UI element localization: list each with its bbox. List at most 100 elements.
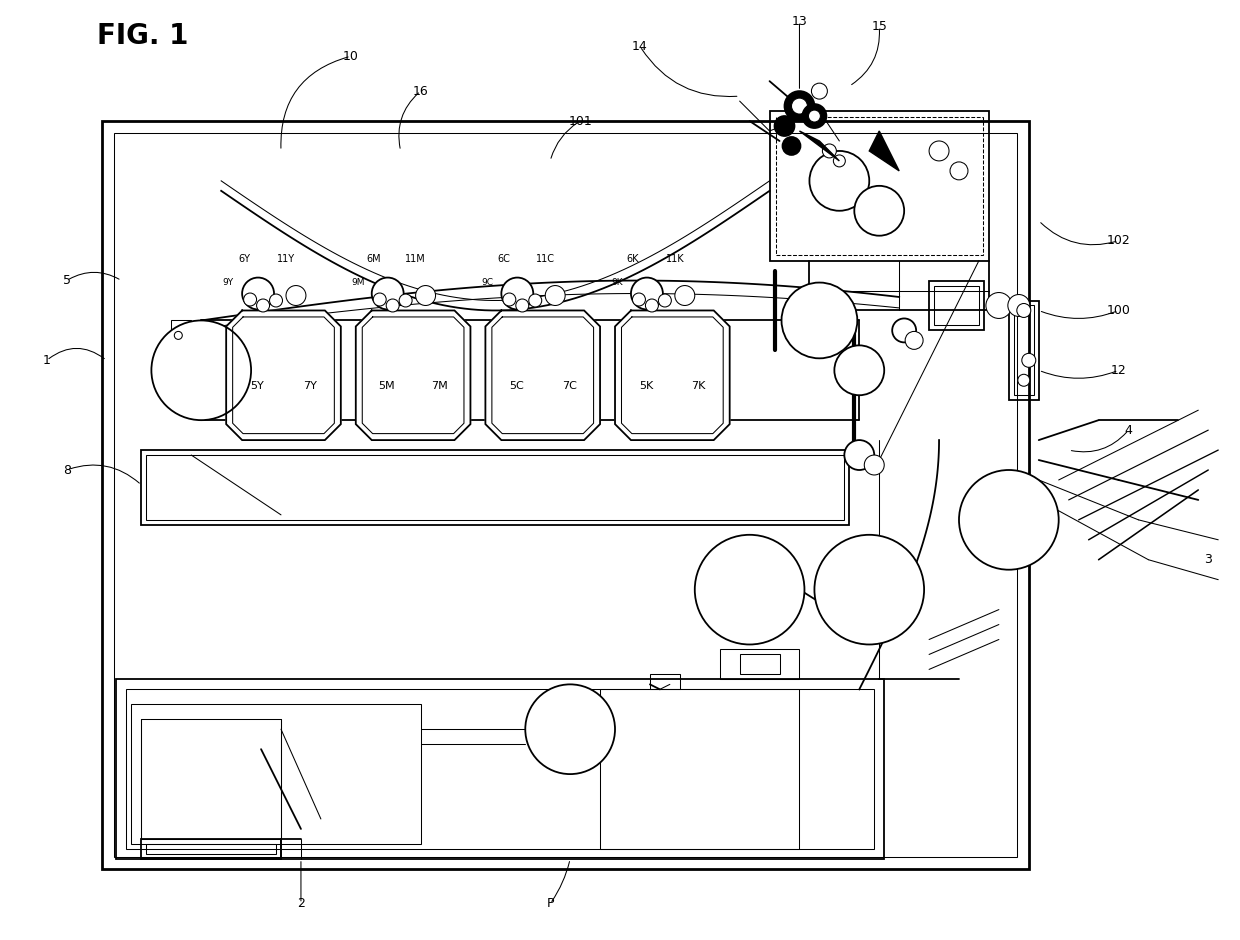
Text: 14: 14	[632, 39, 647, 53]
Text: 4: 4	[1125, 424, 1132, 436]
Bar	[775, 118, 983, 255]
Circle shape	[835, 345, 884, 395]
Bar	[141, 450, 849, 525]
Polygon shape	[869, 131, 899, 171]
Text: 7K: 7K	[692, 381, 706, 391]
Text: P: P	[547, 897, 554, 910]
Circle shape	[785, 91, 815, 121]
Circle shape	[694, 535, 805, 645]
Bar	[600, 689, 800, 849]
Circle shape	[775, 116, 795, 136]
Text: 12: 12	[1111, 364, 1126, 377]
Circle shape	[242, 277, 274, 309]
Circle shape	[658, 294, 671, 307]
Text: 13: 13	[791, 15, 807, 28]
Text: 6C: 6C	[497, 254, 510, 263]
Bar	[126, 689, 874, 849]
Circle shape	[631, 277, 663, 309]
Bar	[117, 680, 884, 859]
Bar	[719, 650, 800, 680]
Circle shape	[269, 294, 283, 307]
Circle shape	[632, 293, 646, 306]
Text: 11C: 11C	[536, 254, 554, 263]
Text: 102: 102	[1106, 234, 1131, 247]
Text: 9M: 9M	[351, 278, 365, 287]
Circle shape	[893, 319, 916, 342]
Text: 101: 101	[568, 115, 591, 128]
Circle shape	[372, 277, 404, 309]
Text: 5K: 5K	[639, 381, 653, 391]
Text: 11K: 11K	[666, 254, 684, 263]
Circle shape	[854, 186, 904, 236]
Circle shape	[516, 299, 528, 312]
Circle shape	[503, 293, 516, 306]
Bar	[1009, 301, 1039, 400]
Circle shape	[675, 286, 694, 306]
Bar	[141, 719, 281, 838]
Text: 9C: 9C	[481, 278, 494, 287]
Bar	[171, 321, 191, 345]
Circle shape	[501, 277, 533, 309]
Bar	[146, 455, 844, 520]
Polygon shape	[485, 310, 600, 440]
Circle shape	[151, 321, 250, 420]
Text: 16: 16	[413, 85, 429, 98]
Circle shape	[373, 293, 386, 306]
Bar	[934, 286, 978, 325]
Text: 3: 3	[1204, 554, 1213, 566]
Circle shape	[781, 283, 857, 358]
Bar	[102, 121, 1029, 869]
Circle shape	[386, 299, 399, 312]
Circle shape	[986, 292, 1012, 319]
Bar	[929, 280, 983, 331]
Bar	[1014, 306, 1034, 395]
Bar	[141, 838, 281, 859]
Text: 5Y: 5Y	[250, 381, 264, 391]
Circle shape	[905, 332, 923, 350]
Text: 9Y: 9Y	[223, 278, 233, 287]
Circle shape	[175, 332, 182, 339]
Circle shape	[526, 684, 615, 775]
Circle shape	[415, 286, 435, 306]
Circle shape	[808, 110, 821, 122]
Text: 7C: 7C	[562, 381, 577, 391]
Text: 7M: 7M	[432, 381, 448, 391]
Circle shape	[815, 535, 924, 645]
Circle shape	[1022, 353, 1035, 368]
Text: FIG. 1: FIG. 1	[97, 23, 188, 50]
Bar	[770, 111, 990, 260]
Text: 11Y: 11Y	[277, 254, 295, 263]
Text: 7Y: 7Y	[303, 381, 316, 391]
Text: 5C: 5C	[508, 381, 523, 391]
Text: 6M: 6M	[366, 254, 381, 263]
Text: 8: 8	[63, 463, 71, 477]
Circle shape	[1018, 374, 1029, 386]
Polygon shape	[615, 310, 729, 440]
Circle shape	[802, 104, 826, 128]
Circle shape	[399, 294, 412, 307]
Polygon shape	[356, 310, 470, 440]
Circle shape	[864, 455, 884, 475]
Circle shape	[243, 293, 257, 306]
Circle shape	[1017, 304, 1030, 318]
Text: 2: 2	[298, 897, 305, 910]
Circle shape	[791, 98, 807, 114]
Circle shape	[257, 299, 269, 312]
Text: 15: 15	[872, 20, 887, 33]
Circle shape	[811, 83, 827, 99]
Text: 5: 5	[63, 274, 71, 287]
Circle shape	[646, 299, 658, 312]
Text: 11M: 11M	[405, 254, 427, 263]
Circle shape	[844, 440, 874, 470]
Bar	[131, 704, 420, 844]
Text: 1: 1	[42, 353, 51, 367]
Text: 100: 100	[1106, 304, 1131, 317]
Text: 9K: 9K	[611, 278, 622, 287]
Polygon shape	[800, 131, 839, 161]
Circle shape	[810, 151, 869, 211]
Text: 6K: 6K	[626, 254, 639, 263]
Circle shape	[546, 286, 565, 306]
Text: 6Y: 6Y	[238, 254, 250, 263]
Circle shape	[959, 470, 1059, 570]
Circle shape	[950, 162, 968, 180]
